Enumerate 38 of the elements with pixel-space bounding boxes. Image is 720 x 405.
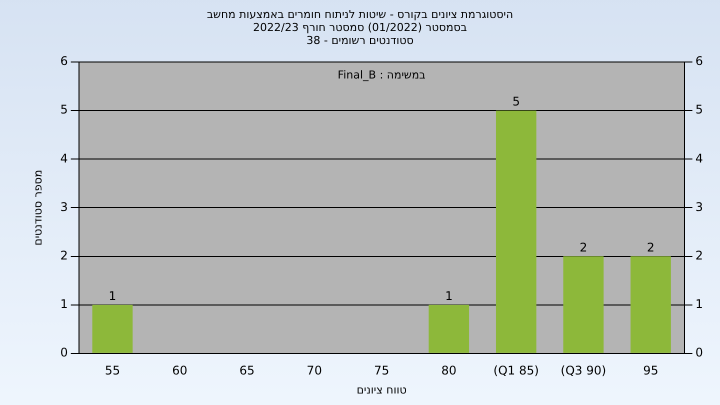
y2-tick-label: 2 xyxy=(695,248,704,262)
chart-subtitle: בסמסטר (01/2022) סמסטר חורף 2022/23 סטודנטים רשומים - 38 xyxy=(252,21,468,47)
annotation: במשימה : Final_B xyxy=(338,68,426,82)
bar xyxy=(630,256,671,353)
y-tick-label: 0 xyxy=(60,346,68,360)
y-tick-label: 6 xyxy=(60,54,68,68)
data-label: 1 xyxy=(108,288,116,303)
x-tick-label: 95 xyxy=(643,364,658,378)
y2-tick-label: 3 xyxy=(695,200,704,214)
data-label: 5 xyxy=(512,94,520,109)
x-axis-title: טווח ציונים xyxy=(356,383,407,396)
x-tick-label: 65 xyxy=(239,364,255,378)
x-tick-label: 60 xyxy=(172,364,188,378)
y2-tick-label: 5 xyxy=(695,102,704,117)
x-tick-label: 75 xyxy=(374,364,390,378)
x-tick-label: 80 xyxy=(441,364,457,378)
y2-tick-label: 1 xyxy=(695,296,704,311)
y-tick-label: 1 xyxy=(60,296,68,311)
x-tick-label: 70 xyxy=(306,364,322,378)
data-label: 2 xyxy=(580,240,588,254)
y-tick-label: 4 xyxy=(60,151,68,166)
x-tick-label: 55 xyxy=(104,364,120,378)
chart-title: היסטוגרמת ציונים בקורס - שיטות לניתוח חומרים באמצעות מחשב xyxy=(206,8,514,21)
y2-tick-label: 6 xyxy=(695,54,704,68)
bar xyxy=(563,256,604,353)
y-axis-title: מספר סטודנטים xyxy=(31,170,44,246)
bar xyxy=(92,304,133,353)
x-tick-label: (Q3 90) xyxy=(560,364,606,378)
y-tick-label: 3 xyxy=(60,200,68,214)
y-tick-label: 2 xyxy=(60,248,68,262)
y2-tick-label: 0 xyxy=(695,346,704,360)
bar xyxy=(428,304,470,353)
data-label: 2 xyxy=(646,240,655,254)
x-tick-label: (Q1 85) xyxy=(493,364,539,378)
y2-tick-label: 4 xyxy=(695,151,704,166)
bar xyxy=(496,110,536,353)
data-label: 1 xyxy=(445,288,453,303)
y-tick-label: 5 xyxy=(60,102,68,117)
